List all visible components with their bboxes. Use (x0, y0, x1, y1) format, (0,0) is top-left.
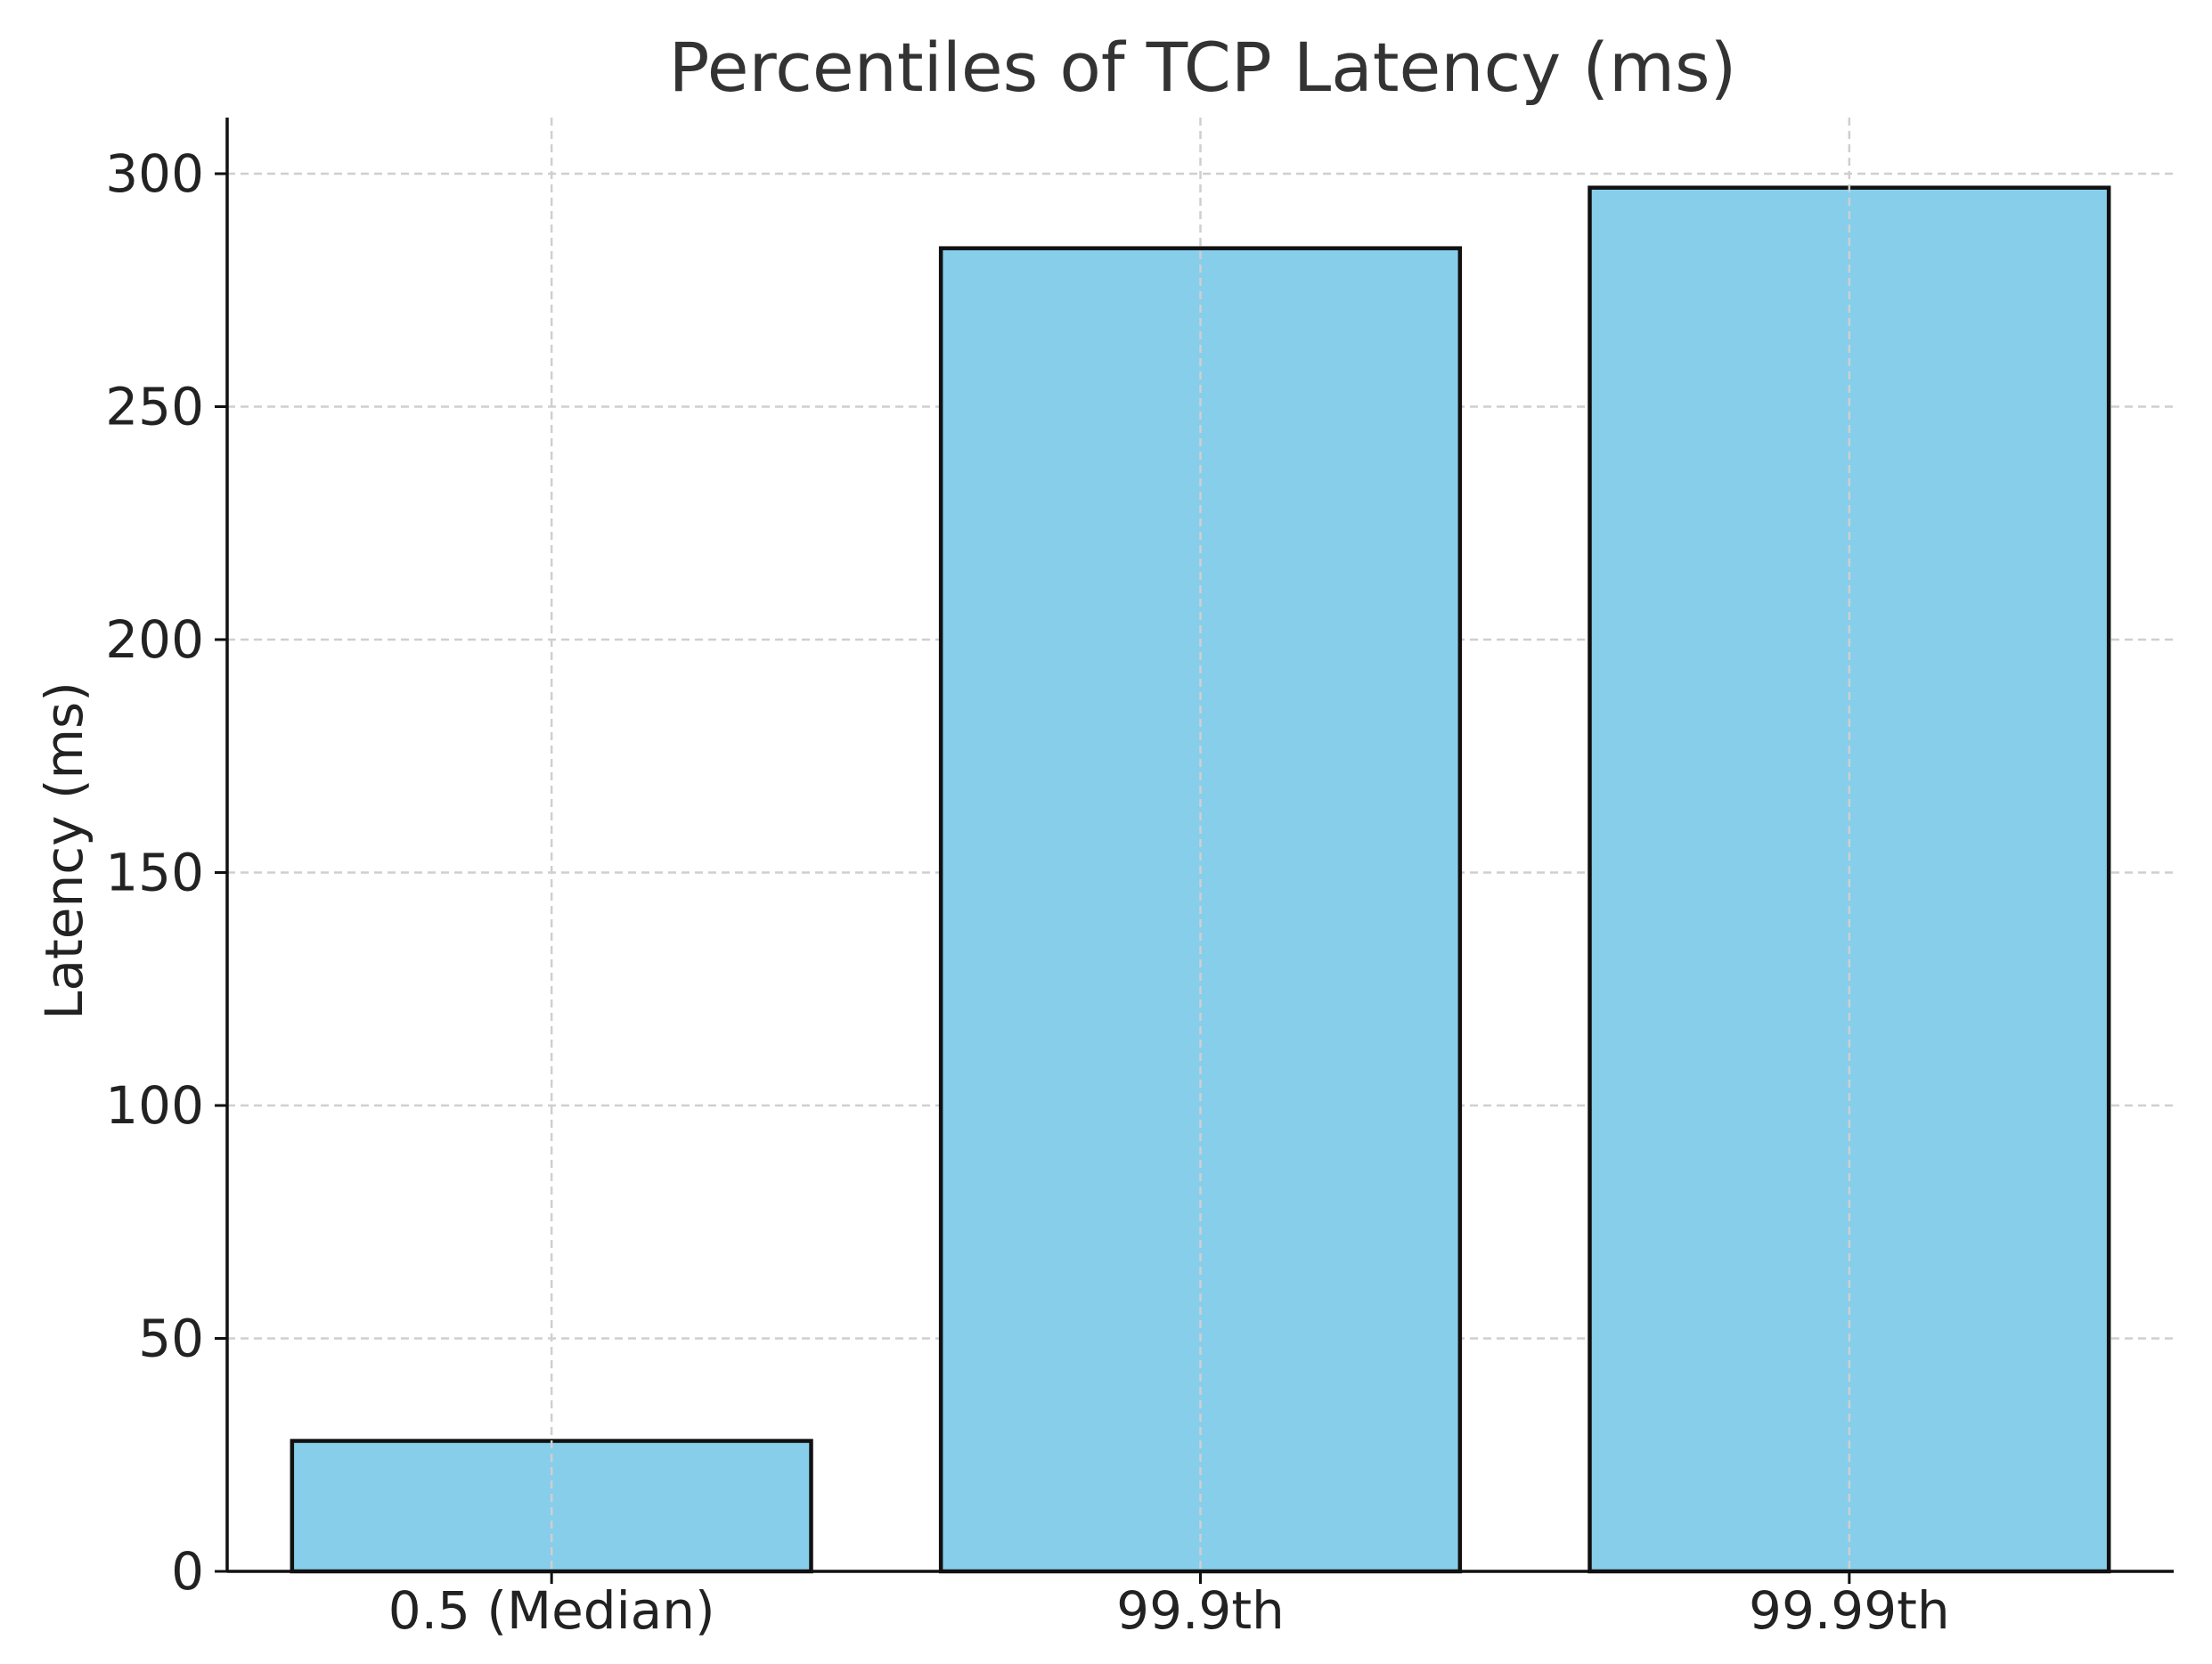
y-tick-label: 50 (138, 1309, 204, 1369)
axes (215, 118, 2174, 1584)
tick-labels: 0 50 100 150 200 250 300 0.5 (Median) 99.9th 99.9… (105, 143, 1949, 1641)
y-tick-label: 250 (105, 377, 204, 437)
x-tick-label: 99.99th (1749, 1580, 1950, 1641)
y-axis-label: Latency (ms) (34, 681, 94, 1020)
y-tick-label: 300 (105, 143, 204, 204)
y-tick-label: 0 (171, 1541, 204, 1602)
y-tick-label: 150 (105, 843, 204, 903)
x-tick-label: 99.9th (1116, 1580, 1285, 1641)
y-tick-label: 100 (105, 1075, 204, 1136)
chart-title: Percentiles of TCP Latency (ms) (669, 28, 1737, 107)
y-tick-label: 200 (105, 609, 204, 670)
grid-lines-overlay (550, 118, 1851, 1571)
x-tick-label: 0.5 (Median) (388, 1580, 715, 1641)
